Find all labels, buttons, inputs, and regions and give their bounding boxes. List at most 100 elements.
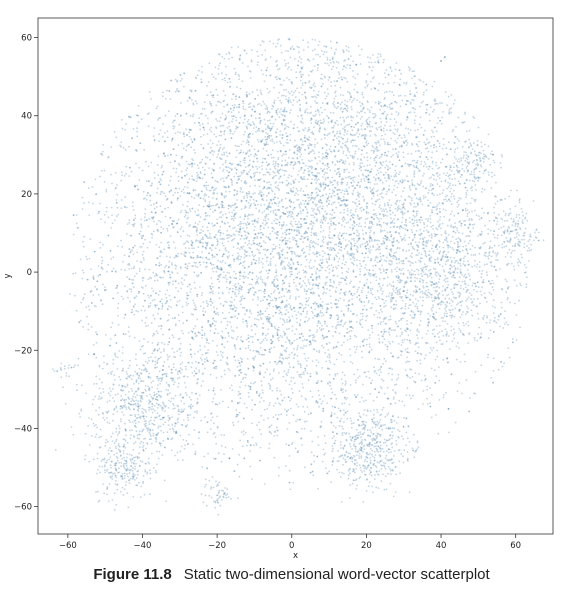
scatter-point — [374, 147, 377, 150]
scatter-point — [266, 332, 269, 335]
scatter-point — [174, 187, 177, 190]
scatter-point — [257, 319, 260, 321]
scatter-point — [133, 313, 136, 316]
scatter-point — [412, 433, 415, 436]
scatter-point — [189, 291, 192, 293]
scatter-point — [182, 322, 185, 325]
scatter-point — [242, 107, 245, 110]
scatter-point — [233, 104, 236, 106]
scatter-point — [314, 212, 316, 214]
scatter-point — [290, 69, 293, 71]
scatter-point — [395, 322, 398, 325]
scatter-point — [317, 284, 320, 287]
scatter-point — [383, 305, 385, 308]
scatter-point — [415, 303, 418, 305]
scatter-point — [287, 126, 290, 129]
scatter-point — [286, 257, 289, 260]
scatter-point — [157, 325, 160, 328]
scatter-point — [453, 197, 456, 200]
scatter-point — [168, 224, 170, 227]
scatter-point — [328, 166, 330, 169]
scatter-point — [270, 257, 272, 260]
scatter-point — [144, 322, 147, 324]
scatter-point — [465, 192, 468, 194]
scatter-point — [487, 212, 489, 215]
scatter-point — [162, 333, 165, 336]
scatter-point — [235, 277, 238, 280]
scatter-point — [191, 178, 194, 181]
scatter-point — [334, 91, 336, 94]
scatter-point — [276, 418, 279, 420]
scatter-point — [220, 216, 223, 219]
scatter-point — [142, 256, 145, 259]
scatter-point — [247, 384, 250, 387]
scatter-point — [292, 218, 295, 220]
scatter-point — [279, 334, 282, 337]
scatter-point — [332, 217, 335, 220]
scatter-point — [339, 130, 341, 133]
scatter-point — [335, 345, 338, 348]
scatter-point — [340, 159, 342, 161]
scatter-point — [259, 289, 262, 292]
scatter-point — [496, 275, 498, 278]
scatter-point — [334, 95, 337, 98]
scatter-point — [352, 169, 355, 171]
scatter-point — [126, 206, 128, 209]
scatter-point — [183, 253, 186, 256]
scatter-point — [124, 148, 127, 151]
scatter-point — [317, 64, 319, 66]
scatter-point — [206, 360, 209, 362]
scatter-point — [246, 126, 248, 129]
scatter-point — [183, 85, 185, 88]
scatter-point — [217, 150, 220, 153]
scatter-point — [125, 371, 128, 373]
scatter-point — [439, 216, 442, 218]
scatter-point — [79, 319, 82, 322]
scatter-point — [328, 373, 331, 376]
scatter-point — [134, 303, 137, 306]
scatter-point — [216, 240, 219, 243]
scatter-point — [139, 230, 142, 233]
scatter-point — [176, 300, 179, 303]
scatter-point — [346, 328, 349, 330]
scatter-point — [298, 203, 301, 206]
scatter-point — [127, 296, 129, 299]
scatter-point — [356, 368, 359, 371]
scatter-point — [238, 178, 240, 180]
scatter-point — [288, 327, 290, 330]
scatter-point — [100, 266, 103, 269]
scatter-point — [117, 213, 120, 216]
scatter-point — [304, 230, 307, 233]
scatter-point — [297, 344, 299, 347]
scatter-point — [307, 288, 310, 290]
scatter-point — [304, 367, 306, 370]
scatter-point — [305, 297, 308, 300]
scatter-point — [75, 309, 78, 312]
scatter-point — [264, 337, 267, 340]
scatter-point — [214, 66, 217, 69]
scatter-point — [261, 165, 263, 167]
scatter-point — [234, 310, 237, 312]
scatter-point — [337, 450, 339, 452]
scatter-point — [367, 174, 370, 177]
scatter-point — [100, 262, 103, 264]
scatter-point — [398, 199, 401, 202]
scatter-point — [324, 236, 327, 239]
scatter-point — [202, 261, 205, 264]
scatter-point — [392, 389, 394, 391]
scatter-point — [420, 126, 423, 129]
scatter-point — [211, 302, 214, 305]
scatter-point — [218, 402, 221, 405]
scatter-point — [201, 251, 204, 253]
scatter-point — [246, 325, 249, 328]
scatter-point — [322, 235, 324, 238]
scatter-point — [281, 160, 284, 162]
scatter-point — [133, 219, 135, 221]
scatter-point — [206, 421, 209, 423]
scatter-point — [215, 313, 217, 315]
scatter-point — [166, 136, 169, 139]
scatter-point — [232, 421, 234, 424]
scatter-point — [226, 169, 229, 172]
scatter-point — [123, 317, 126, 319]
scatter-point — [364, 186, 366, 189]
